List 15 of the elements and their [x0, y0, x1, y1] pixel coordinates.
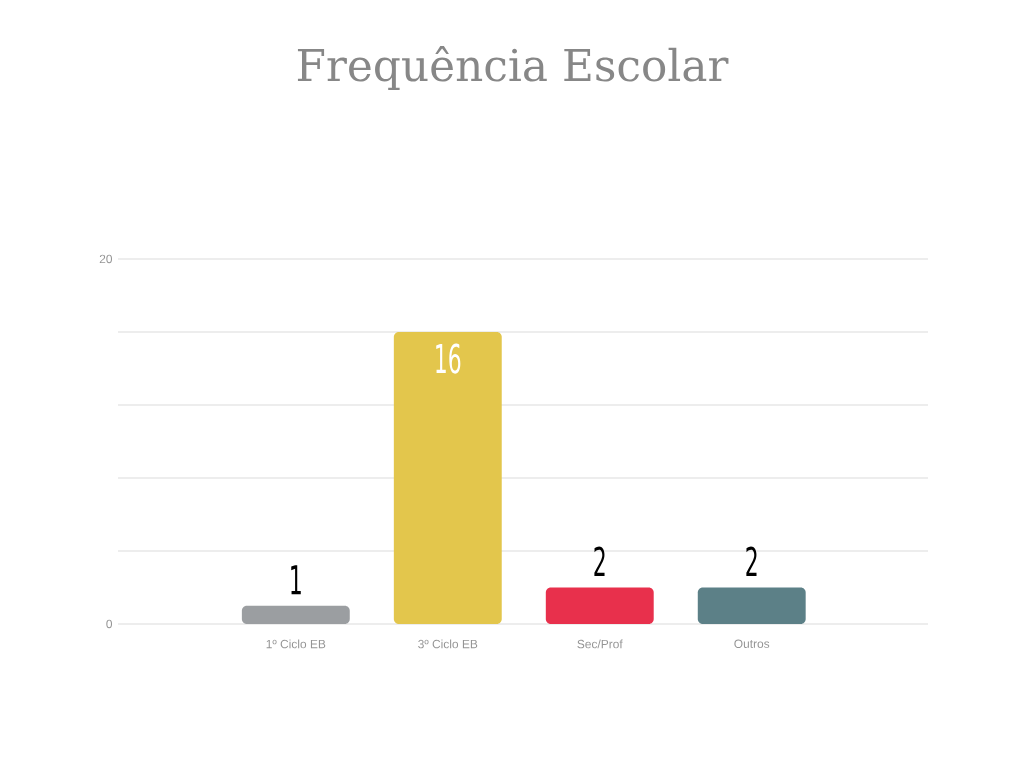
x-tick-label: Outros — [734, 639, 770, 648]
data-label: 2 — [594, 546, 605, 576]
x-tick-label: Sec/Prof — [577, 639, 623, 649]
bar — [545, 587, 654, 624]
y-tick-label: 0 — [106, 619, 113, 629]
y-tick-label: 20 — [99, 254, 113, 264]
bar — [241, 605, 350, 624]
bar — [393, 331, 502, 624]
x-tick-label: 3º Ciclo EB — [418, 639, 478, 649]
data-label: 2 — [746, 546, 757, 576]
data-label: 16 — [436, 343, 461, 374]
chart-title: Frequência Escolar — [297, 45, 729, 91]
bar — [697, 587, 806, 624]
data-label: 1 — [291, 565, 301, 595]
x-tick-label: 1º Ciclo EB — [266, 639, 326, 649]
